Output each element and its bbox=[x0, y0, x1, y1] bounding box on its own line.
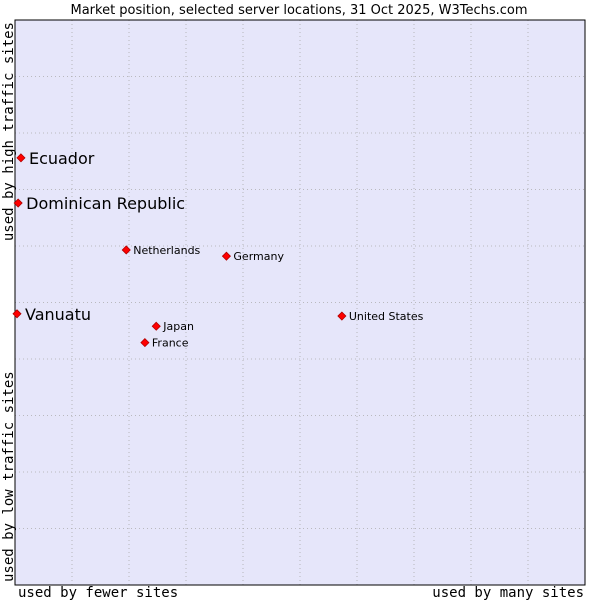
point-label-germany: Germany bbox=[233, 250, 284, 263]
point-label-vanuatu: Vanuatu bbox=[25, 305, 91, 324]
point-label-france: France bbox=[152, 337, 189, 350]
point-marker-dominican-republic bbox=[13, 198, 23, 208]
point-japan: Japan bbox=[151, 320, 194, 333]
point-marker-germany bbox=[221, 251, 231, 261]
point-france: France bbox=[140, 337, 189, 350]
chart-title: Market position, selected server locatio… bbox=[70, 3, 527, 18]
point-marker-japan bbox=[151, 321, 161, 331]
data-points: Ecuador Dominican Republic Netherlands Germ… bbox=[12, 149, 424, 350]
point-germany: Germany bbox=[221, 250, 284, 263]
point-ecuador: Ecuador bbox=[16, 149, 95, 168]
point-marker-united-states bbox=[337, 311, 347, 321]
point-label-ecuador: Ecuador bbox=[29, 149, 95, 168]
point-netherlands: Netherlands bbox=[121, 244, 201, 257]
point-united-states: United States bbox=[337, 310, 424, 323]
point-label-united-states: United States bbox=[349, 310, 424, 323]
point-marker-ecuador bbox=[16, 153, 26, 163]
grid bbox=[15, 20, 585, 585]
point-label-netherlands: Netherlands bbox=[133, 244, 200, 257]
point-marker-netherlands bbox=[121, 245, 131, 255]
y-axis-label-top: used by high traffic sites bbox=[1, 22, 17, 241]
point-label-dominican-republic: Dominican Republic bbox=[26, 194, 185, 213]
point-vanuatu: Vanuatu bbox=[12, 305, 91, 324]
point-dominican-republic: Dominican Republic bbox=[13, 194, 185, 213]
x-axis-label-left: used by fewer sites bbox=[18, 585, 178, 600]
point-marker-france bbox=[140, 338, 150, 348]
x-axis-label-right: used by many sites bbox=[432, 585, 584, 600]
plot-border bbox=[14, 19, 586, 586]
y-axis-label-bottom: used by low traffic sites bbox=[1, 371, 17, 582]
point-marker-vanuatu bbox=[12, 309, 22, 319]
point-label-japan: Japan bbox=[162, 320, 194, 333]
